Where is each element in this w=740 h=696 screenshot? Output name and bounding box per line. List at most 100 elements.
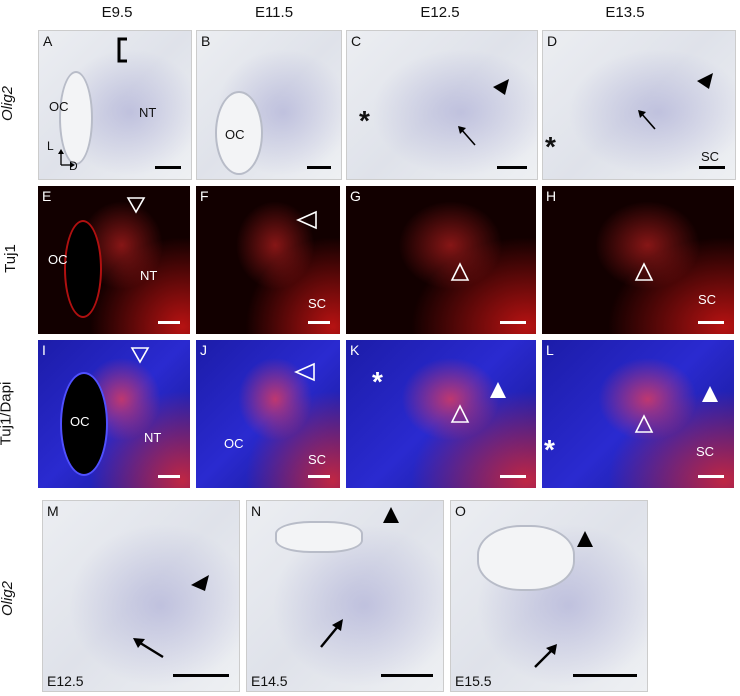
nt-label: NT	[144, 430, 162, 445]
optic-cup-lumen	[64, 220, 102, 318]
panel-c: C *	[346, 30, 538, 180]
lumen-space	[477, 525, 575, 591]
panel-label: J	[200, 342, 207, 358]
asterisk-icon: *	[359, 105, 370, 136]
panel-j: J OC SC	[196, 340, 340, 488]
scale-bar	[307, 166, 331, 169]
arrow-icon	[534, 644, 557, 668]
column-label-e11-5: E11.5	[254, 4, 294, 21]
row-label-tuj1: Tuj1	[1, 244, 19, 273]
filled-arrowhead-icon	[490, 382, 506, 398]
scale-bar	[158, 321, 180, 324]
panel-label: K	[350, 342, 360, 358]
panel-m: M E12.5	[42, 500, 240, 692]
panel-label: I	[42, 342, 46, 358]
panel-b: B OC	[196, 30, 342, 180]
oc-label: OC	[225, 127, 245, 142]
axis-lateral-label: L	[47, 139, 54, 153]
filled-arrowhead-icon	[577, 531, 593, 547]
panel-label: D	[547, 33, 558, 49]
open-arrowhead-icon	[634, 414, 654, 433]
oc-label: OC	[70, 414, 90, 429]
axis-dorsal-label: D	[69, 159, 78, 173]
panel-h: H SC	[542, 186, 734, 334]
open-arrowhead-icon	[450, 404, 470, 423]
scale-bar	[381, 674, 433, 677]
scale-bar	[155, 166, 181, 169]
filled-arrowhead-icon	[191, 575, 209, 591]
scale-bar	[173, 674, 229, 677]
scale-bar	[698, 475, 724, 478]
panel-i: I OC NT	[38, 340, 190, 488]
panel-label: H	[546, 188, 557, 204]
stage-label: E12.5	[47, 673, 84, 689]
scale-bar	[500, 475, 526, 478]
panel-e: E OC NT	[38, 186, 190, 334]
asterisk-icon: *	[544, 434, 555, 465]
panel-label: O	[455, 503, 466, 519]
open-arrowhead-icon	[296, 210, 317, 230]
column-label-e9-5: E9.5	[101, 4, 133, 21]
filled-arrowhead-icon	[383, 507, 399, 523]
optic-cup-lumen	[215, 91, 263, 175]
filled-arrowhead-icon	[493, 79, 509, 95]
filled-arrowhead-icon	[702, 386, 718, 402]
sc-label: SC	[697, 292, 716, 307]
panel-label: F	[200, 188, 209, 204]
optic-cup-lumen	[60, 372, 108, 476]
arrow-icon	[133, 638, 164, 659]
panel-label: G	[350, 188, 361, 204]
arrow-icon	[320, 619, 343, 648]
sc-label: SC	[700, 149, 719, 164]
panel-label: E	[42, 188, 52, 204]
oc-label: OC	[48, 252, 68, 267]
filled-arrowhead-icon	[697, 73, 713, 89]
arrow-icon	[458, 126, 476, 146]
oc-label: OC	[224, 436, 244, 451]
panel-label: N	[251, 503, 262, 519]
row-label-olig2-bottom: Olig2	[0, 580, 17, 617]
scale-bar	[500, 321, 526, 324]
panel-l: L * SC	[542, 340, 734, 488]
scale-bar	[497, 166, 527, 169]
column-label-e12-5: E12.5	[420, 4, 460, 21]
asterisk-icon: *	[372, 366, 383, 397]
panel-label: C	[351, 33, 362, 49]
open-arrowhead-icon	[294, 362, 315, 382]
panel-label: A	[43, 33, 53, 49]
panel-k: K *	[346, 340, 536, 488]
stage-label: E15.5	[455, 673, 492, 689]
scale-bar	[573, 674, 637, 677]
panel-n: N E14.5	[246, 500, 444, 692]
scale-bar	[698, 321, 724, 324]
sc-label: SC	[307, 296, 326, 311]
open-arrowhead-icon	[130, 347, 150, 364]
optic-cup-lumen	[59, 71, 93, 165]
open-arrowhead-icon	[126, 197, 146, 214]
panel-label: M	[47, 503, 59, 519]
panel-o: O E15.5	[450, 500, 648, 692]
arrow-icon	[638, 110, 656, 130]
row-label-tuj1-dapi: Tuj1/Dapi	[0, 381, 15, 446]
panel-a: A OC NT L D	[38, 30, 192, 180]
asterisk-icon: *	[545, 131, 556, 162]
lumen-space	[275, 521, 363, 553]
bracket-icon	[117, 37, 127, 63]
scale-bar	[158, 475, 180, 478]
scale-bar	[308, 321, 330, 324]
open-arrowhead-icon	[634, 262, 654, 281]
axis-arrows-icon	[58, 149, 75, 168]
panel-g: G	[346, 186, 536, 334]
oc-label: OC	[49, 99, 69, 114]
nt-label: NT	[140, 268, 158, 283]
column-label-e13-5: E13.5	[605, 4, 645, 21]
panel-label: L	[546, 342, 554, 358]
row-label-olig2-top: Olig2	[0, 85, 17, 122]
scale-bar	[699, 166, 725, 169]
sc-label: SC	[695, 444, 714, 459]
panel-d: D * SC	[542, 30, 736, 180]
open-arrowhead-icon	[450, 262, 470, 281]
nt-label: NT	[139, 105, 157, 120]
scale-bar	[308, 475, 330, 478]
stage-label: E14.5	[251, 673, 288, 689]
